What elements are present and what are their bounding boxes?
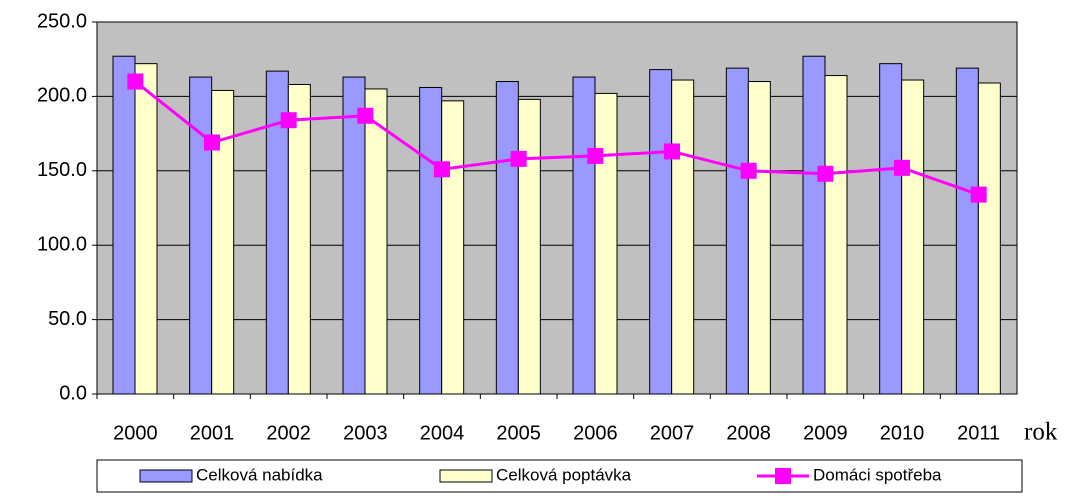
marker <box>280 112 297 129</box>
y-tick-label: 150.0 <box>37 159 87 181</box>
x-axis-label: rok <box>1024 419 1058 446</box>
x-tick-label: 2003 <box>343 422 388 444</box>
marker <box>740 162 757 179</box>
bar <box>725 67 749 395</box>
y-tick-label: 200.0 <box>37 85 87 107</box>
marker <box>434 161 450 178</box>
y-tick-label: 0.0 <box>59 382 87 404</box>
y-tick-label: 250.0 <box>37 10 87 32</box>
x-tick-label: 2002 <box>266 422 311 444</box>
x-tick-label: 2010 <box>880 422 925 444</box>
marker <box>510 150 527 167</box>
marker <box>970 186 987 203</box>
x-tick-label: 2005 <box>496 422 541 444</box>
bar <box>594 92 618 395</box>
bar <box>441 100 465 395</box>
bar <box>824 75 848 395</box>
bar <box>671 79 695 395</box>
x-tick-label: 2004 <box>420 422 465 444</box>
marker <box>587 147 604 164</box>
bar <box>572 76 596 395</box>
x-tick-label: 2011 <box>957 422 1000 444</box>
legend-swatch <box>775 468 791 484</box>
bar <box>364 88 388 395</box>
marker <box>204 134 220 151</box>
bar <box>517 98 541 395</box>
bar <box>955 67 979 395</box>
bar <box>879 63 903 395</box>
x-tick-label: 2007 <box>650 422 695 444</box>
legend-label: Celková nabídka <box>196 465 323 484</box>
y-tick-label: 50.0 <box>48 308 87 330</box>
plot-area <box>96 21 1018 395</box>
bar <box>287 83 311 395</box>
x-tick-label: 2006 <box>573 422 618 444</box>
legend-swatch <box>139 469 193 483</box>
x-tick-label: 2000 <box>113 422 158 444</box>
legend-label: Domáci spotřeba <box>813 465 942 484</box>
bar <box>649 69 673 395</box>
marker <box>127 73 144 90</box>
legend <box>96 459 1023 493</box>
marker <box>817 165 834 182</box>
bar <box>112 55 136 395</box>
x-tick-label: 2009 <box>803 422 848 444</box>
bar <box>802 55 826 395</box>
marker <box>664 143 680 160</box>
line <box>134 80 980 197</box>
legend-label: Celková poptávka <box>496 465 632 484</box>
bar <box>419 86 443 395</box>
x-tick-label: 2008 <box>726 422 771 444</box>
bar <box>342 76 366 395</box>
y-tick-label: 100.0 <box>37 233 87 255</box>
marker <box>357 107 374 124</box>
bar <box>901 79 925 395</box>
marker <box>894 159 910 176</box>
x-tick-label: 2001 <box>190 422 235 444</box>
bar <box>189 76 213 395</box>
bar <box>977 82 1001 395</box>
bar <box>211 89 235 395</box>
bar <box>134 63 158 395</box>
bar <box>495 81 519 395</box>
legend-swatch <box>439 469 493 483</box>
bar <box>747 81 771 395</box>
